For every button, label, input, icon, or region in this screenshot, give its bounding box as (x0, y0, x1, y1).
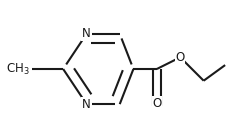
Text: N: N (82, 98, 91, 111)
Text: N: N (82, 27, 91, 40)
Text: CH$_3$: CH$_3$ (6, 61, 30, 77)
Text: O: O (152, 97, 162, 110)
Text: O: O (176, 51, 185, 64)
